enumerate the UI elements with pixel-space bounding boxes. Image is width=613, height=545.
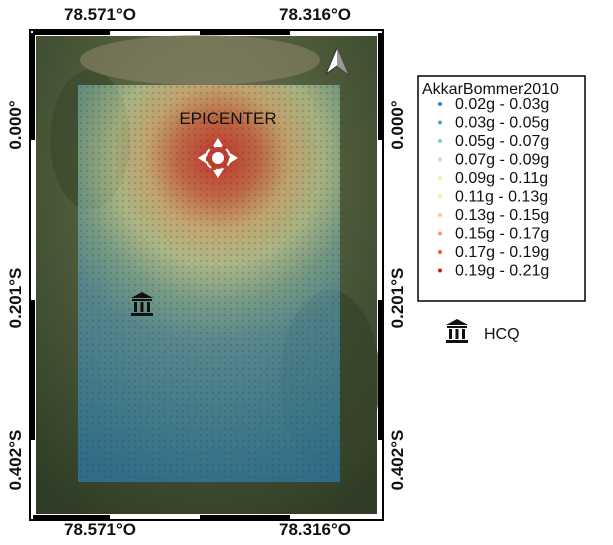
legend-swatch — [438, 139, 442, 143]
coord-label: 0.201°S — [388, 268, 407, 329]
legend-label: 0.09g - 0.11g — [455, 170, 548, 187]
legend-label: 0.11g - 0.13g — [455, 189, 548, 206]
legend-label: 0.05g - 0.07g — [455, 133, 549, 150]
coord-label: 0.402°S — [6, 430, 25, 491]
coord-label: 0.201°S — [6, 268, 25, 329]
legend-label: 0.15g - 0.17g — [455, 226, 549, 243]
legend-swatch — [438, 269, 442, 273]
terrain-patch — [80, 35, 320, 85]
map-figure: EPICENTER 78.571°O 78.316°O 78.571°O 78.… — [0, 0, 613, 540]
legend-swatch — [438, 250, 442, 254]
coord-label: 78.316°O — [279, 5, 351, 24]
legend-label: 0.19g - 0.21g — [455, 263, 549, 280]
legend-swatch — [438, 102, 442, 106]
grid-points — [78, 85, 340, 482]
legend-swatch — [438, 195, 442, 199]
coord-label: 78.316°O — [279, 520, 351, 539]
epicenter-label: EPICENTER — [179, 109, 276, 128]
legend-label: 0.03g - 0.05g — [455, 115, 549, 132]
legend-swatch — [438, 176, 442, 180]
coord-label: 78.571°O — [64, 5, 136, 24]
coord-label: 0.000° — [388, 100, 407, 150]
legend-site-icon — [446, 319, 468, 343]
legend-label: 0.17g - 0.19g — [455, 244, 549, 261]
coord-label: 0.402°S — [388, 430, 407, 491]
legend-swatch — [438, 232, 442, 236]
legend-site-label: HCQ — [484, 326, 520, 343]
legend-label: 0.13g - 0.15g — [455, 207, 549, 224]
legend-swatch — [438, 121, 442, 125]
legend-swatch — [438, 158, 442, 162]
legend-swatch — [438, 213, 442, 217]
coord-label: 0.000° — [6, 100, 25, 150]
legend-label: 0.07g - 0.09g — [455, 152, 549, 169]
legend-label: 0.02g - 0.03g — [455, 96, 549, 113]
coord-label: 78.571°O — [64, 520, 136, 539]
